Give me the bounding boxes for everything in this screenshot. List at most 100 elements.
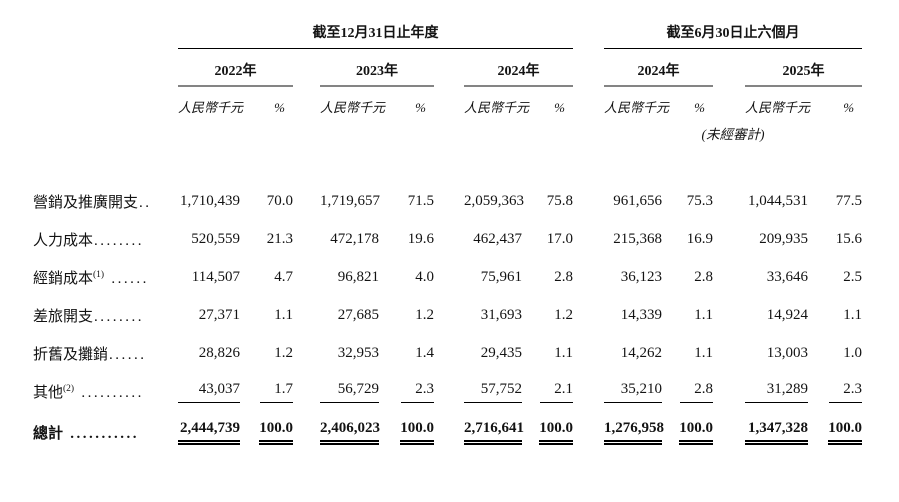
row-label: 營銷及推廣開支.. xyxy=(33,195,152,211)
table-cell: 14,924 xyxy=(766,307,808,323)
table-cell: 21.3 xyxy=(266,231,293,247)
table-cell: 462,437 xyxy=(473,231,522,247)
year-header-2023: 2023年 xyxy=(320,48,434,87)
table-row-distribution: 經銷成本(1) ...... 114,507 4.7 96,821 4.0 75… xyxy=(30,259,862,297)
table-cell: 209,935 xyxy=(759,231,808,247)
table-cell: 520,559 xyxy=(191,231,240,247)
table-cell: 1.4 xyxy=(415,345,434,361)
table-cell: 1,044,531 xyxy=(748,193,808,209)
table-cell: 100.0 xyxy=(808,411,863,455)
table-cell: 114,507 xyxy=(191,269,240,285)
table-cell: 472,178 xyxy=(330,231,379,247)
col-header-pct-2024-interim: % xyxy=(694,99,705,115)
table-cell: 2,059,363 xyxy=(464,193,524,209)
col-header-pct-2025: % xyxy=(843,99,855,115)
table-cell: 57,752 xyxy=(464,373,522,411)
table-cell: 70.0 xyxy=(266,193,293,209)
table-cell: 1.2 xyxy=(554,307,573,323)
table-cell: 14,339 xyxy=(620,307,662,323)
table-cell: 1,347,328 xyxy=(745,411,808,455)
table-cell: 2.1 xyxy=(522,373,573,411)
col-header-pct-2023: % xyxy=(415,99,426,115)
table-cell: 14,262 xyxy=(620,345,662,361)
table-cell: 43,037 xyxy=(178,373,240,411)
section-header-row: 截至12月31日止年度 截至6月30日止六個月 xyxy=(30,22,863,49)
table-cell: 100.0 xyxy=(240,411,293,455)
expense-breakdown-table: 截至12月31日止年度 截至6月30日止六個月 2022年 2023年 2024… xyxy=(30,22,863,455)
col-header-rmb-2022: 人民幣千元 xyxy=(178,99,244,115)
table-cell: 31,289 xyxy=(745,373,808,411)
table-cell: 33,646 xyxy=(766,269,808,285)
table-row-travel: 差旅開支........ 27,371 1.1 27,685 1.2 31,69… xyxy=(30,297,862,335)
table-cell: 2,716,641 xyxy=(464,411,524,455)
table-cell: 1.2 xyxy=(415,307,434,323)
table-cell: 27,685 xyxy=(337,307,379,323)
table-cell: 4.0 xyxy=(415,269,434,285)
table-cell: 96,821 xyxy=(337,269,379,285)
table-cell: 1.1 xyxy=(843,307,863,323)
table-cell: 16.9 xyxy=(686,231,713,247)
year-header-row: 2022年 2023年 2024年 2024年 2025年 xyxy=(30,48,863,87)
section-gap xyxy=(573,22,604,49)
table-cell: 1.0 xyxy=(843,345,863,361)
table-cell: 4.7 xyxy=(274,269,293,285)
col-header-rmb-2024: 人民幣千元 xyxy=(464,99,530,115)
table-cell: 1,719,657 xyxy=(320,193,380,209)
table-row-labor: 人力成本........ 520,559 21.3 472,178 19.6 4… xyxy=(30,221,862,259)
table-cell: 2,444,739 xyxy=(178,411,240,455)
table-cell: 1.1 xyxy=(694,345,713,361)
col-header-pct-2024: % xyxy=(554,99,565,115)
table-cell: 1.1 xyxy=(274,307,293,323)
table-cell: 56,729 xyxy=(320,373,379,411)
unaudited-note-row: (未經審計) xyxy=(30,119,862,147)
unaudited-note: (未經審計) xyxy=(701,126,765,142)
table-cell: 75,961 xyxy=(480,269,522,285)
table-cell: 2.8 xyxy=(662,373,713,411)
table-cell: 1.1 xyxy=(694,307,713,323)
table-row-total: 總計 ........... 2,444,739 100.0 2,406,023… xyxy=(30,411,863,455)
year-header-2025: 2025年 xyxy=(745,48,863,87)
col-header-rmb-2023: 人民幣千元 xyxy=(320,99,386,115)
table-row-others: 其他(2) .......... 43,037 1.7 56,729 2.3 5… xyxy=(30,373,863,411)
table-cell: 29,435 xyxy=(480,345,522,361)
section-header-interim: 截至6月30日止六個月 xyxy=(604,22,863,49)
row-label: 其他(2) .......... xyxy=(33,384,144,401)
table-cell: 28,826 xyxy=(198,345,240,361)
col-header-rmb-2025: 人民幣千元 xyxy=(745,99,811,115)
section-header-annual: 截至12月31日止年度 xyxy=(178,22,573,49)
table-cell: 215,368 xyxy=(613,231,662,247)
col-header-pct-2022: % xyxy=(274,99,285,115)
table-cell: 75.8 xyxy=(546,193,573,209)
table-cell: 1,276,958 xyxy=(604,411,664,455)
column-header-row: 人民幣千元 % 人民幣千元 % 人民幣千元 % 人民幣千元 % 人民幣千元 % xyxy=(30,86,862,119)
col-header-rmb-2024-interim: 人民幣千元 xyxy=(604,99,670,115)
table-cell: 17.0 xyxy=(546,231,573,247)
spacer-row xyxy=(30,147,862,183)
table-cell: 13,003 xyxy=(766,345,808,361)
year-header-2024: 2024年 xyxy=(464,48,573,87)
table-cell: 1.2 xyxy=(274,345,293,361)
table-cell: 19.6 xyxy=(407,231,434,247)
table-cell: 15.6 xyxy=(835,231,863,247)
table-cell: 961,656 xyxy=(613,193,662,209)
table-cell: 32,953 xyxy=(337,345,379,361)
table-cell: 35,210 xyxy=(604,373,662,411)
label-column-spacer xyxy=(30,22,178,49)
row-label: 折舊及攤銷...... xyxy=(33,347,147,363)
row-label: 人力成本........ xyxy=(33,233,145,249)
table-cell: 2.8 xyxy=(694,269,713,285)
table-cell: 36,123 xyxy=(620,269,662,285)
table-cell: 2.3 xyxy=(808,373,863,411)
table-row-marketing: 營銷及推廣開支.. 1,710,439 70.0 1,719,657 71.5 … xyxy=(30,183,862,221)
table-row-depreciation: 折舊及攤銷...... 28,826 1.2 32,953 1.4 29,435… xyxy=(30,335,862,373)
table-cell: 2.5 xyxy=(843,269,863,285)
table-cell: 100.0 xyxy=(379,411,434,455)
table-cell: 1.7 xyxy=(240,373,293,411)
table-cell: 2,406,023 xyxy=(320,411,380,455)
year-header-2024-interim: 2024年 xyxy=(604,48,713,87)
table-cell: 27,371 xyxy=(198,307,240,323)
row-label: 經銷成本(1) ...... xyxy=(33,270,149,287)
table-cell: 100.0 xyxy=(662,411,713,455)
table-cell: 1,710,439 xyxy=(180,193,240,209)
table-cell: 77.5 xyxy=(835,193,863,209)
